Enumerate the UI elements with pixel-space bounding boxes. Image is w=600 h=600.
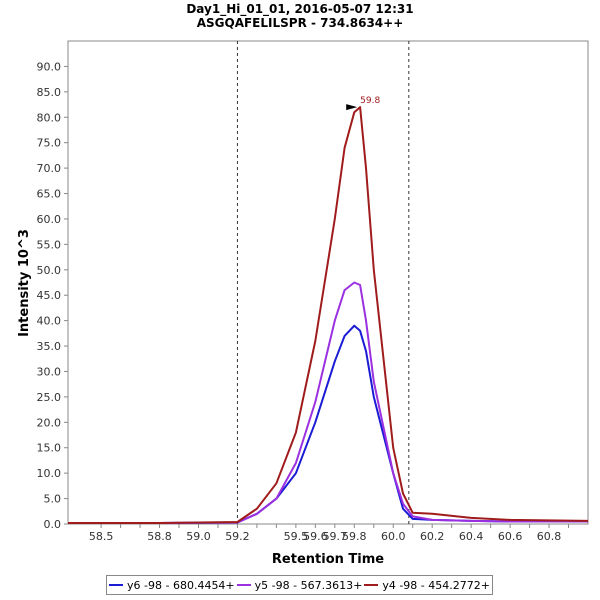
x-tick-label: 59.5	[284, 530, 309, 543]
y-tick-label: 50.0	[37, 264, 62, 277]
x-tick-label: 60.2	[420, 530, 445, 543]
y-tick-label: 30.0	[37, 365, 62, 378]
y-tick-label: 90.0	[37, 60, 62, 73]
series-line-2	[68, 281, 588, 524]
x-tick-label: 59.2	[225, 530, 250, 543]
legend-label: y6 -98 - 680.4454+	[127, 578, 235, 592]
legend-label: y5 -98 - 567.3613+	[254, 578, 363, 592]
chart-subtitle: ASGQAFELILSPR - 734.8634++	[197, 16, 404, 30]
x-axis: 58.5 58.8 59.0 59.2 59.559.659.759.8 60.0 60.2…	[89, 524, 570, 543]
y-tick-label: 75.0	[37, 137, 62, 150]
x-tick-label: 59.6	[303, 530, 328, 543]
x-tick-label: 58.5	[89, 530, 114, 543]
legend-item: y6 -98 - 680.4454+	[109, 579, 235, 592]
x-tick-label: 58.8	[147, 530, 172, 543]
series-line-3	[68, 106, 589, 524]
chart-title: Day1_Hi_01_01, 2016-05-07 12:31	[186, 2, 413, 17]
legend-label: y4 -98 - 454.2772+	[382, 578, 490, 592]
y-tick-label: 40.0	[37, 315, 62, 328]
y-tick-label: 60.0	[37, 213, 62, 226]
y-tick-label: 70.0	[37, 162, 62, 175]
x-tick-label: 59.8	[342, 530, 367, 543]
x-tick-label: 60.6	[498, 530, 523, 543]
peak-label: 59.8	[360, 96, 380, 106]
y-axis: 0.0 5.0 10.0 15.0 20.0 25.0 30.0 35.0 40.0 45.0 50…	[37, 60, 68, 531]
y-tick-label: 65.0	[37, 188, 62, 201]
integration-boundaries	[236, 41, 410, 524]
legend: y6 -98 - 680.4454+ y5 -98 - 567.3613+ y4 -…	[106, 575, 493, 595]
y-tick-label: 20.0	[37, 416, 62, 429]
y-tick-label: 85.0	[37, 86, 62, 99]
x-tick-label: 60.0	[381, 530, 406, 543]
y-tick-label: 55.0	[37, 238, 62, 251]
y-tick-label: 0.0	[44, 518, 62, 531]
y-tick-label: 10.0	[37, 467, 62, 480]
y-tick-label: 5.0	[44, 493, 62, 506]
y-tick-label: 25.0	[37, 391, 62, 404]
plot-area	[67, 40, 589, 525]
x-tick-label: 59.0	[186, 530, 211, 543]
legend-swatch	[109, 584, 124, 586]
x-tick-label: 60.8	[537, 530, 562, 543]
y-tick-label: 35.0	[37, 340, 62, 353]
y-tick-label: 80.0	[37, 111, 62, 124]
series-lines	[68, 106, 589, 524]
x-tick-label: 59.7	[323, 530, 348, 543]
peak-arrow-icon	[346, 104, 358, 111]
legend-item: y5 -98 - 567.3613+	[236, 578, 363, 592]
y-tick-label: 45.0	[37, 289, 62, 302]
peak-annotation: 59.8	[346, 96, 381, 111]
x-axis-label: Retention Time	[272, 552, 384, 567]
y-axis-label: Intensity 10^3	[17, 229, 32, 337]
legend-swatch	[364, 584, 379, 586]
y-tick-label: 15.0	[37, 442, 62, 455]
legend-swatch	[236, 584, 251, 586]
legend-item: y4 -98 - 454.2772+	[364, 579, 490, 592]
x-tick-label: 60.4	[459, 530, 484, 543]
